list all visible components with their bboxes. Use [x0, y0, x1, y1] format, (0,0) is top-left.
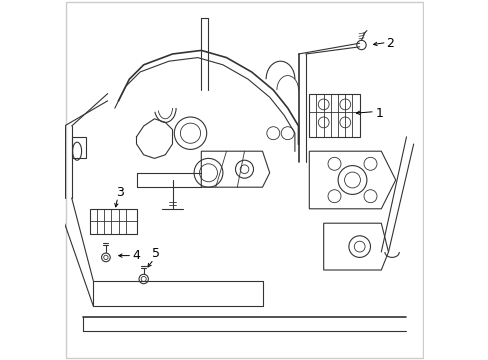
Text: 2: 2 [386, 37, 393, 50]
Text: 3: 3 [116, 186, 124, 199]
Text: 4: 4 [132, 249, 140, 262]
Text: 1: 1 [375, 107, 383, 120]
Text: 5: 5 [152, 247, 160, 260]
